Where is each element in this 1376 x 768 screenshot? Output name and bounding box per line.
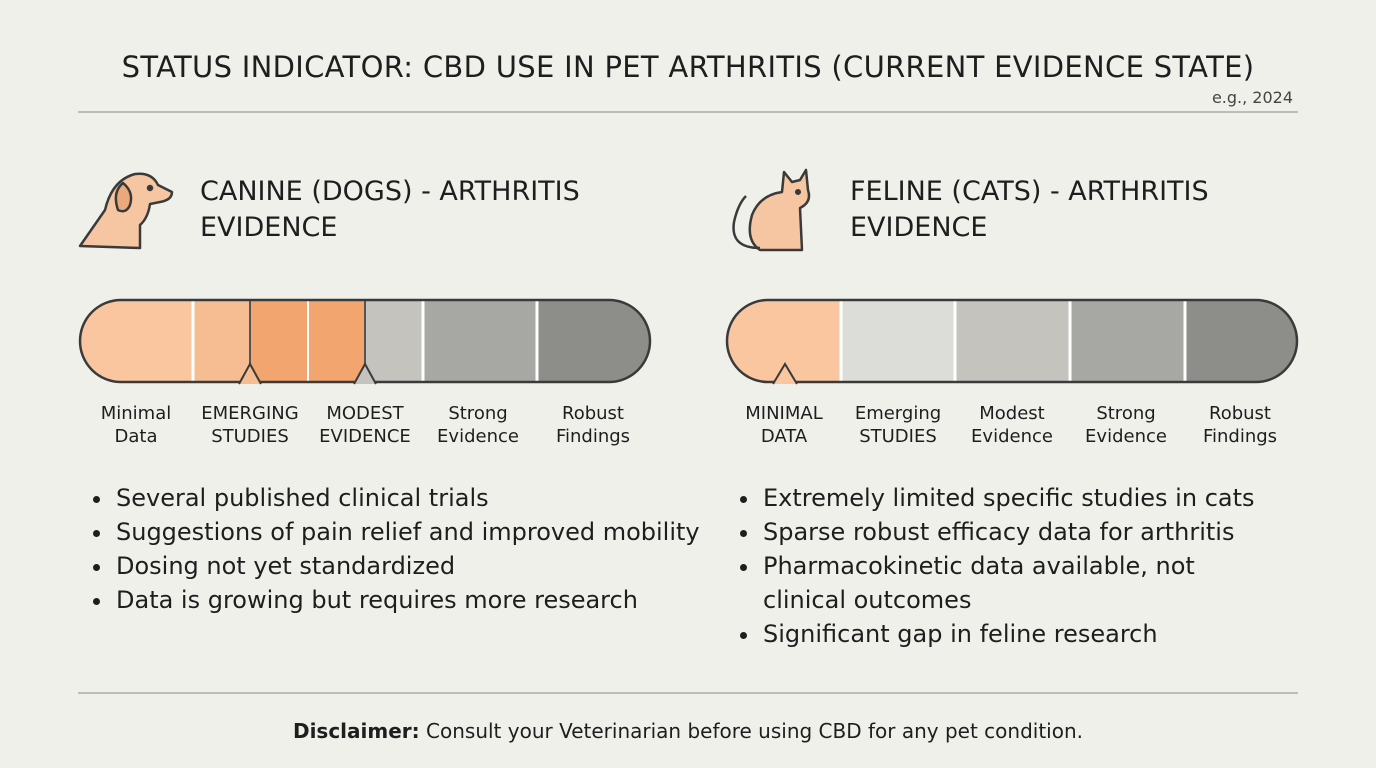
level-label: Modest Evidence <box>952 402 1072 448</box>
level-label-line: Evidence <box>1085 426 1167 447</box>
bullet: Sparse robust efficacy data for arthriti… <box>761 515 1276 549</box>
canine-bar <box>80 300 650 382</box>
bullet: Dosing not yet standardized <box>114 549 714 583</box>
level-label: Strong Evidence <box>1066 402 1186 448</box>
marker <box>353 361 377 385</box>
bullet: Extremely limited specific studies in ca… <box>761 481 1276 515</box>
bullet: Data is growing but requires more resear… <box>114 583 714 617</box>
level-label-line: Robust <box>562 403 624 424</box>
level-label-line: Strong <box>1096 403 1156 424</box>
level-label-line: Findings <box>555 426 631 447</box>
disclaimer: Disclaimer: Consult your Veterinarian be… <box>0 719 1376 743</box>
page-title: STATUS INDICATOR: CBD USE IN PET ARTHRIT… <box>121 50 1255 84</box>
level-label-line: STUDIES <box>211 426 289 447</box>
level-label: Minimal Data <box>76 402 196 448</box>
bullet-list: Several published clinical trialsSuggest… <box>92 481 714 617</box>
bar-outline <box>725 298 1299 384</box>
level-label-line: Evidence <box>437 426 519 447</box>
level-label-line: Modest <box>979 403 1045 424</box>
panel-title: FELINE (CATS) - ARTHRITIS EVIDENCE <box>850 176 1209 243</box>
cat-icon <box>732 168 811 252</box>
bullet-list: Extremely limited specific studies in ca… <box>739 481 1276 651</box>
level-label-line: Findings <box>1202 426 1278 447</box>
bullet: Several published clinical trials <box>114 481 714 515</box>
level-label: Strong Evidence <box>418 402 538 448</box>
level-label: EMERGING STUDIES <box>190 402 310 448</box>
level-label: MINIMAL DATA <box>724 402 844 448</box>
level-label: Emerging STUDIES <box>838 402 958 448</box>
marker <box>772 362 798 385</box>
disclaimer-label: Disclaimer: <box>292 719 420 743</box>
level-label-line: Strong <box>448 403 508 424</box>
marker <box>238 361 262 385</box>
panel-title: CANINE (DOGS) - ARTHRITIS EVIDENCE <box>200 176 580 243</box>
level-label-line: Evidence <box>971 426 1053 447</box>
page-subtitle: e.g., 2024 <box>1211 88 1293 107</box>
level-label: Robust Findings <box>533 402 653 448</box>
bullet: Pharmacokinetic data available, not clin… <box>761 549 1276 617</box>
level-label-line: Emerging <box>854 403 942 424</box>
bullet: Suggestions of pain relief and improved … <box>114 515 714 549</box>
level-label-line: EMERGING <box>201 403 299 424</box>
disclaimer-text: Consult your Veterinarian before using C… <box>426 719 1084 743</box>
level-label-line: MODEST <box>326 403 404 424</box>
level-label-line: MINIMAL <box>745 403 823 424</box>
bullet: Significant gap in feline research <box>761 617 1276 651</box>
feline-bar <box>727 300 1297 382</box>
level-label-line: Minimal <box>100 403 172 424</box>
level-label-line: Robust <box>1209 403 1271 424</box>
level-label-line: STUDIES <box>859 426 937 447</box>
level-label-line: EVIDENCE <box>319 426 411 447</box>
level-label-line: Data <box>114 426 158 447</box>
level-label: MODEST EVIDENCE <box>305 402 425 448</box>
level-label: Robust Findings <box>1180 402 1300 448</box>
dog-icon <box>78 172 174 250</box>
level-label-line: DATA <box>760 426 808 447</box>
